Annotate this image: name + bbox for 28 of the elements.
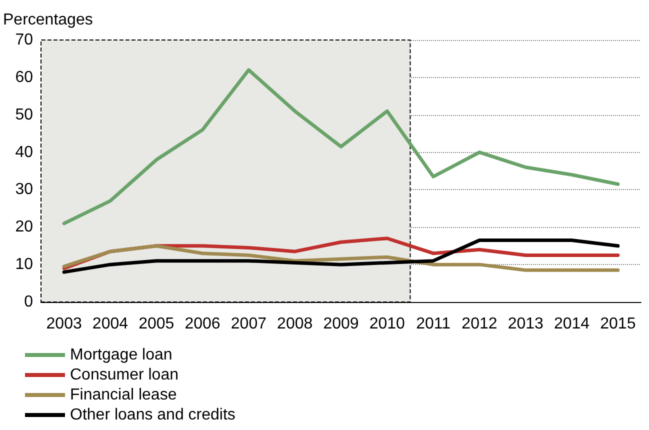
x-tick-label: 2006 (184, 316, 220, 332)
x-tick-label: 2014 (554, 316, 590, 332)
x-tick-label: 2007 (230, 316, 267, 332)
y-tick-label: 40 (15, 144, 34, 161)
y-tick-label: 30 (15, 181, 34, 198)
legend-label: Financial lease (70, 386, 177, 404)
x-tick-label: 2004 (92, 316, 128, 332)
x-tick-label: 2009 (323, 316, 359, 332)
x-tick-label: 2008 (277, 316, 313, 332)
y-tick-label: 50 (15, 106, 34, 124)
y-tick-label: 0 (24, 294, 34, 310)
y-axis-title: Percentages (3, 12, 93, 28)
x-tick-label: 2012 (462, 316, 498, 332)
x-tick-label: 2010 (369, 316, 406, 332)
y-tick-label: 70 (15, 32, 34, 48)
legend-label: Other loans and credits (70, 406, 236, 424)
x-tick-label: 2003 (46, 316, 82, 332)
y-tick-label: 10 (15, 256, 34, 274)
y-tick-label: 60 (15, 68, 34, 86)
legend-label: Mortgage loan (70, 346, 172, 364)
x-tick-label: 2013 (508, 316, 544, 332)
legend-label: Consumer loan (70, 366, 178, 384)
line-series (62, 68, 620, 226)
x-tick-label: 2011 (416, 316, 451, 332)
line-series (62, 244, 620, 272)
y-tick-label: 20 (15, 218, 34, 236)
x-tick-label: 2015 (600, 316, 636, 332)
x-tick-label: 2005 (138, 316, 174, 332)
